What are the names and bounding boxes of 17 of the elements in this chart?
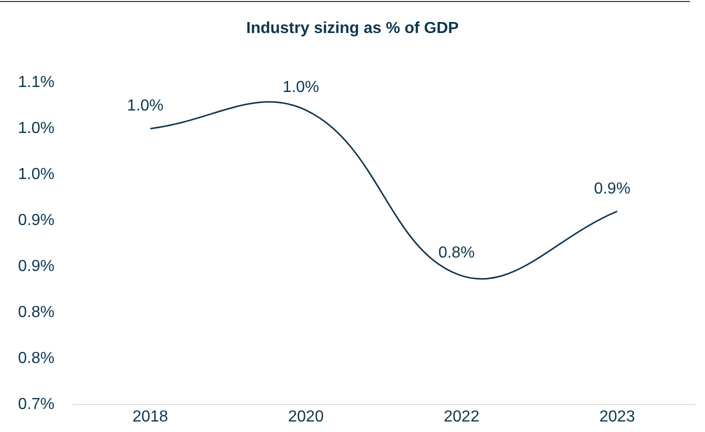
y-tick-label: 0.9% xyxy=(18,258,54,275)
data-label: 0.9% xyxy=(594,180,630,198)
y-tick-label: 0.8% xyxy=(18,304,54,321)
x-tick-label: 2023 xyxy=(599,408,636,426)
data-label: 1.0% xyxy=(127,98,164,115)
y-tick-label: 0.7% xyxy=(18,396,54,413)
x-tick-label: 2018 xyxy=(132,408,168,426)
data-label: 0.8% xyxy=(438,244,475,262)
y-tick-label: 1.1% xyxy=(18,74,54,92)
y-tick-label: 0.9% xyxy=(18,212,54,229)
y-tick-label: 0.8% xyxy=(18,350,54,367)
x-tick-label: 2020 xyxy=(288,408,324,426)
chart-title: Industry sizing as % of GDP xyxy=(245,20,460,38)
y-tick-label: 1.0% xyxy=(18,166,54,183)
y-tick-label: 1.0% xyxy=(18,120,54,137)
x-tick-label: 2022 xyxy=(444,408,480,426)
data-label: 1.0% xyxy=(282,79,320,96)
